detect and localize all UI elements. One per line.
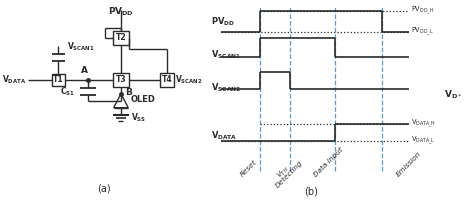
Text: T1: T1 bbox=[53, 75, 64, 84]
Text: $\mathbf{V}_{\mathbf{SCAN2}}$: $\mathbf{V}_{\mathbf{SCAN2}}$ bbox=[210, 81, 241, 94]
Text: B: B bbox=[125, 88, 132, 97]
Text: Reset: Reset bbox=[239, 159, 258, 178]
Text: Data Input: Data Input bbox=[313, 147, 344, 178]
Text: Emission: Emission bbox=[395, 151, 422, 178]
Text: T2: T2 bbox=[116, 33, 126, 42]
Text: OLED: OLED bbox=[130, 95, 155, 104]
Text: $\mathbf{V}_{\mathbf{SS}}$: $\mathbf{V}_{\mathbf{SS}}$ bbox=[131, 112, 146, 124]
Text: $\mathrm{PV}_{\mathrm{DD\_L}}$: $\mathrm{PV}_{\mathrm{DD\_L}}$ bbox=[410, 26, 433, 38]
Bar bbox=[113, 31, 129, 45]
Text: $\mathrm{V}_{\mathrm{DATA\_L}}$: $\mathrm{V}_{\mathrm{DATA\_L}}$ bbox=[410, 135, 435, 147]
Text: $\mathrm{PV}_{\mathrm{DD\_H}}$: $\mathrm{PV}_{\mathrm{DD\_H}}$ bbox=[410, 5, 434, 17]
Text: $\mathbf{PV}_{\mathbf{DD}}$: $\mathbf{PV}_{\mathbf{DD}}$ bbox=[210, 16, 235, 28]
Text: $\mathbf{V}_{\mathbf{SCAN1}}$: $\mathbf{V}_{\mathbf{SCAN1}}$ bbox=[210, 49, 241, 61]
Text: A: A bbox=[81, 66, 88, 75]
Bar bbox=[52, 74, 65, 86]
Text: $\mathbf{V}_{\mathbf{D}*}$: $\mathbf{V}_{\mathbf{D}*}$ bbox=[444, 89, 463, 101]
Text: (a): (a) bbox=[98, 184, 111, 194]
Text: $\mathbf{V}_{\mathbf{DATA}}$: $\mathbf{V}_{\mathbf{DATA}}$ bbox=[210, 130, 237, 142]
Text: $\mathrm{V}_{\mathrm{DATA\_H}}$: $\mathrm{V}_{\mathrm{DATA\_H}}$ bbox=[410, 117, 436, 130]
Text: (b): (b) bbox=[304, 187, 318, 197]
Text: $\mathbf{V}_{\mathbf{SCAN1}}$: $\mathbf{V}_{\mathbf{SCAN1}}$ bbox=[67, 41, 95, 53]
Text: T4: T4 bbox=[162, 75, 172, 84]
Text: $\mathbf{PV}_{\mathbf{DD}}$: $\mathbf{PV}_{\mathbf{DD}}$ bbox=[108, 6, 134, 18]
Text: T3: T3 bbox=[116, 75, 126, 84]
Text: $\mathbf{C}_{\mathbf{S1}}$: $\mathbf{C}_{\mathbf{S1}}$ bbox=[60, 85, 75, 98]
Bar bbox=[113, 73, 129, 87]
Bar bbox=[160, 73, 173, 87]
Text: $\mathbf{V}_{\mathbf{DATA}}$: $\mathbf{V}_{\mathbf{DATA}}$ bbox=[2, 74, 27, 86]
Text: Detecting: Detecting bbox=[275, 159, 304, 189]
Text: $V_{TH}$: $V_{TH}$ bbox=[275, 164, 292, 181]
Text: $\mathbf{V}_{\mathbf{SCAN2}}$: $\mathbf{V}_{\mathbf{SCAN2}}$ bbox=[174, 74, 202, 86]
